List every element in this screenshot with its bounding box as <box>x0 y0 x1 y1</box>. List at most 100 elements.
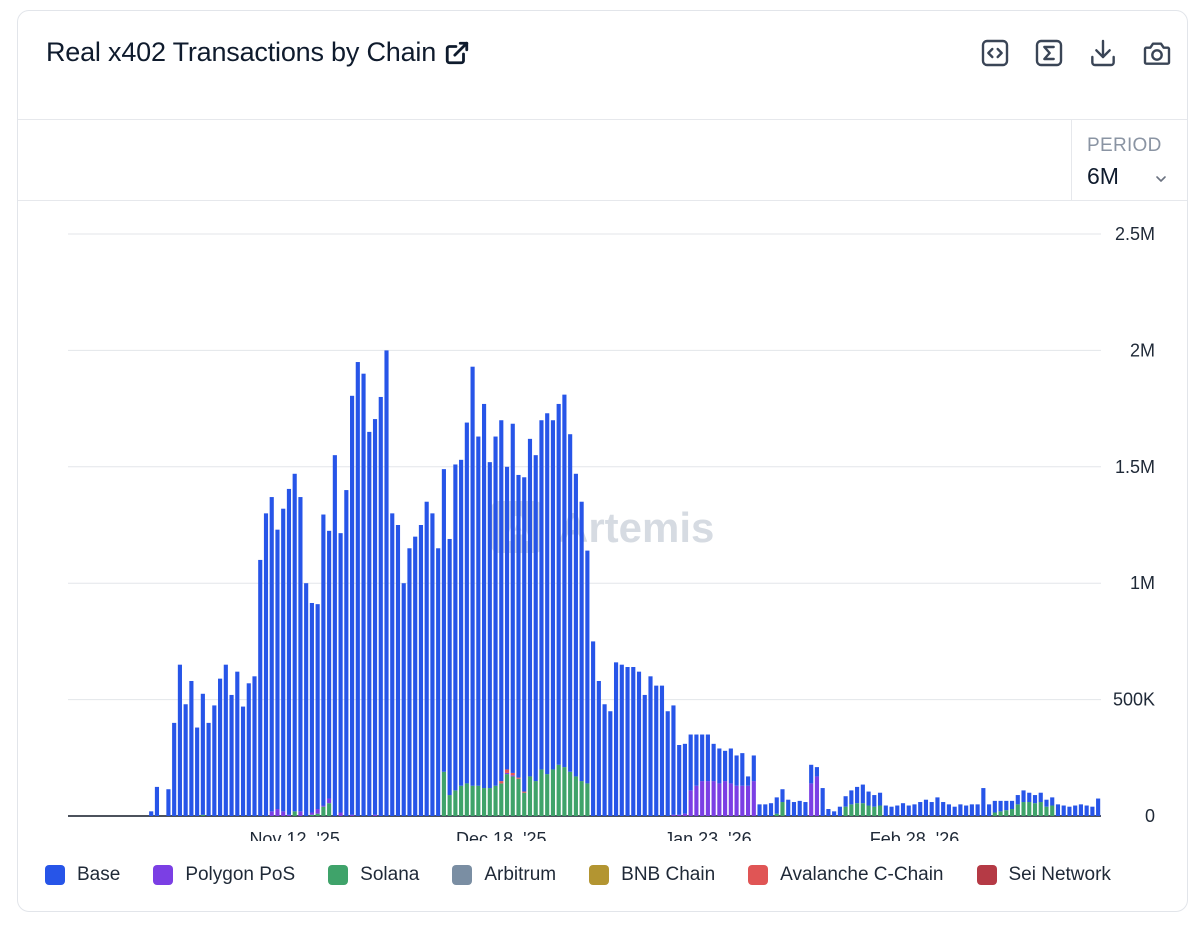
bar-base[interactable] <box>441 469 446 772</box>
bar-base[interactable] <box>281 508 286 812</box>
bar-solana[interactable] <box>510 776 515 816</box>
bar-base[interactable] <box>723 750 728 782</box>
bar-solana[interactable] <box>866 805 871 816</box>
bar-base[interactable] <box>694 734 699 786</box>
bar-solana[interactable] <box>539 769 544 816</box>
bar-base[interactable] <box>1067 806 1072 816</box>
bar-solana[interactable] <box>459 785 464 816</box>
bar-base[interactable] <box>459 459 464 786</box>
bar-base[interactable] <box>918 802 923 816</box>
bar-solana[interactable] <box>447 795 452 816</box>
bar-polygon-pos[interactable] <box>717 783 722 816</box>
bar-base[interactable] <box>1021 790 1026 803</box>
bar-polygon-pos[interactable] <box>728 783 733 816</box>
bar-base[interactable] <box>378 396 383 816</box>
bar-base[interactable] <box>418 525 424 816</box>
legend-item-solana[interactable]: Solana <box>328 864 419 886</box>
bar-solana[interactable] <box>292 811 297 816</box>
bar-solana[interactable] <box>1044 806 1049 816</box>
bar-base[interactable] <box>975 804 980 816</box>
bar-base[interactable] <box>642 694 647 816</box>
bar-base[interactable] <box>286 488 292 815</box>
bar-solana[interactable] <box>1009 809 1015 816</box>
bar-polygon-pos[interactable] <box>677 814 682 816</box>
bar-base[interactable] <box>1015 795 1020 805</box>
bar-base[interactable] <box>1055 804 1061 816</box>
bar-base[interactable] <box>579 501 584 782</box>
legend-item-arbitrum[interactable]: Arbitrum <box>452 864 556 886</box>
bar-base[interactable] <box>321 514 326 806</box>
bar-solana[interactable] <box>992 812 997 816</box>
bar-base[interactable] <box>275 529 280 810</box>
bar-base[interactable] <box>596 680 601 816</box>
bar-base[interactable] <box>843 796 848 807</box>
bar-base[interactable] <box>361 373 366 816</box>
bar-base[interactable] <box>740 753 745 786</box>
bar-base[interactable] <box>774 797 779 814</box>
bar-base[interactable] <box>958 804 963 816</box>
bar-base[interactable] <box>338 533 343 813</box>
legend-item-sei-network[interactable]: Sei Network <box>976 864 1111 886</box>
bar-avalanche-c-chain[interactable] <box>516 777 521 779</box>
bar-base[interactable] <box>763 804 768 816</box>
bar-polygon-pos[interactable] <box>745 785 751 816</box>
bar-solana[interactable] <box>1021 802 1026 816</box>
bar-solana[interactable] <box>1038 802 1043 816</box>
bar-polygon-pos[interactable] <box>350 814 355 816</box>
legend-item-base[interactable]: Base <box>45 864 120 886</box>
bar-base[interactable] <box>510 423 515 773</box>
bar-base[interactable] <box>1027 792 1032 803</box>
bar-solana[interactable] <box>504 774 510 816</box>
bar-base[interactable] <box>545 413 550 775</box>
bar-base[interactable] <box>860 784 865 804</box>
bar-base[interactable] <box>734 755 739 786</box>
bar-base[interactable] <box>240 706 246 816</box>
bar-base[interactable] <box>149 811 154 816</box>
bar-base[interactable] <box>1084 805 1089 816</box>
bar-solana[interactable] <box>998 811 1003 816</box>
bar-base[interactable] <box>390 513 395 816</box>
bar-solana[interactable] <box>860 803 865 816</box>
bar-polygon-pos[interactable] <box>321 805 326 807</box>
bar-solana[interactable] <box>573 776 578 816</box>
bar-base[interactable] <box>556 403 561 765</box>
bar-polygon-pos[interactable] <box>372 814 378 816</box>
bar-base[interactable] <box>189 680 194 816</box>
bar-base[interactable] <box>550 420 556 770</box>
bar-polygon-pos[interactable] <box>723 781 728 816</box>
bar-base[interactable] <box>987 804 992 816</box>
bar-solana[interactable] <box>522 792 527 816</box>
bar-base[interactable] <box>350 395 355 815</box>
bar-base[interactable] <box>395 525 401 816</box>
bar-solana[interactable] <box>1004 810 1009 816</box>
bar-base[interactable] <box>872 795 877 807</box>
bar-base[interactable] <box>969 804 974 816</box>
bar-base[interactable] <box>883 805 888 816</box>
bar-avalanche-c-chain[interactable] <box>499 781 504 784</box>
bar-base[interactable] <box>613 662 619 816</box>
bar-base[interactable] <box>900 803 906 816</box>
bar-avalanche-c-chain[interactable] <box>522 791 527 793</box>
bar-solana[interactable] <box>516 778 521 816</box>
bar-base[interactable] <box>424 501 429 816</box>
bar-solana[interactable] <box>470 785 475 816</box>
bar-solana[interactable] <box>780 802 785 816</box>
bar-base[interactable] <box>367 431 372 816</box>
bar-solana[interactable] <box>849 804 854 816</box>
bar-polygon-pos[interactable] <box>740 785 745 816</box>
sigma-button[interactable] <box>1031 35 1067 71</box>
legend-item-polygon-pos[interactable]: Polygon PoS <box>153 864 295 886</box>
bar-base[interactable] <box>820 788 825 816</box>
bar-base[interactable] <box>992 800 997 813</box>
bar-base[interactable] <box>849 790 854 805</box>
bar-base[interactable] <box>298 497 303 812</box>
bar-solana[interactable] <box>774 813 779 816</box>
bar-polygon-pos[interactable] <box>510 775 515 777</box>
bar-base[interactable] <box>602 704 607 816</box>
bar-base[interactable] <box>832 811 837 816</box>
bar-base[interactable] <box>447 538 452 796</box>
bar-base[interactable] <box>877 792 883 806</box>
bar-base[interactable] <box>487 462 492 789</box>
bar-base[interactable] <box>585 550 590 784</box>
bar-base[interactable] <box>625 667 630 816</box>
